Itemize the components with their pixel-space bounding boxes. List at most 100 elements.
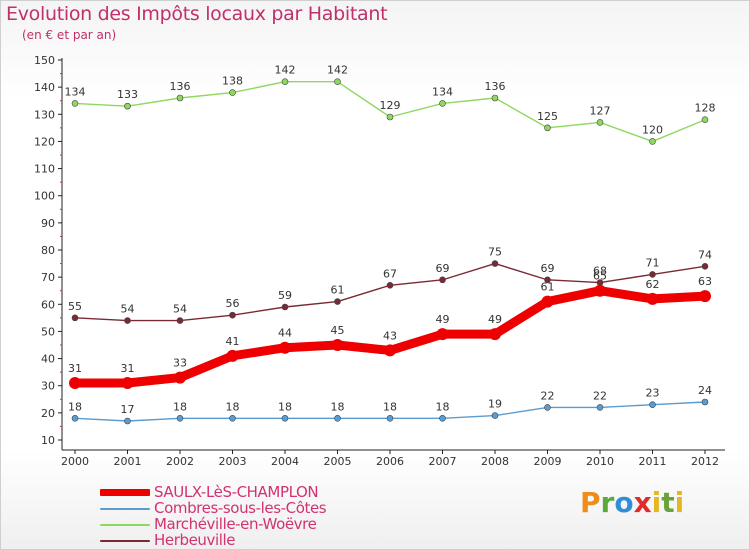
x-tick-label: 2004	[271, 455, 299, 468]
data-point	[124, 417, 131, 425]
x-tick-label: 2002	[166, 455, 194, 468]
data-point	[281, 78, 289, 86]
y-tick-label: 120	[34, 135, 55, 148]
data-label: 127	[590, 104, 611, 117]
data-point	[71, 414, 79, 422]
data-label: 62	[646, 278, 660, 291]
data-label: 138	[222, 75, 243, 88]
data-point	[334, 414, 341, 422]
data-point	[331, 339, 344, 351]
data-label: 68	[593, 265, 607, 278]
data-label: 136	[170, 80, 191, 93]
data-label: 18	[278, 400, 292, 413]
data-label: 18	[436, 400, 450, 413]
x-tick-label: 2001	[114, 455, 142, 468]
data-point	[229, 89, 236, 96]
legend-swatch-marcheville	[100, 524, 150, 526]
data-point	[121, 377, 134, 389]
data-label: 142	[327, 64, 348, 77]
data-label: 125	[537, 110, 558, 123]
data-label: 17	[121, 403, 135, 416]
x-tick-label: 2009	[534, 455, 562, 468]
data-label: 74	[698, 248, 712, 261]
data-point	[279, 341, 291, 354]
data-point	[69, 377, 81, 389]
data-label: 136	[485, 80, 506, 93]
data-label: 19	[488, 398, 502, 411]
y-tick-label: 80	[41, 244, 55, 257]
data-point	[594, 284, 606, 297]
x-tick-label: 2006	[376, 455, 404, 468]
data-label: 49	[436, 313, 450, 326]
data-point	[439, 276, 446, 284]
data-point	[71, 314, 79, 322]
data-point	[176, 414, 184, 422]
data-label: 43	[383, 329, 397, 342]
y-tick-label: 60	[41, 298, 55, 311]
data-point	[701, 398, 709, 406]
data-label: 24	[698, 384, 712, 397]
data-point	[491, 94, 499, 102]
y-tick-label: 30	[41, 380, 55, 393]
data-label: 54	[121, 303, 135, 316]
data-point	[71, 100, 79, 107]
x-tick-label: 2008	[481, 455, 509, 468]
data-label: 18	[173, 400, 187, 413]
data-point	[544, 276, 551, 284]
data-point	[281, 414, 289, 422]
y-tick-label: 20	[41, 407, 55, 420]
data-point	[384, 344, 396, 357]
data-label: 45	[331, 324, 345, 337]
data-label: 120	[642, 123, 663, 136]
chart-subtitle: (en € et par an)	[22, 28, 117, 42]
data-point	[386, 281, 394, 289]
legend-swatch-combres	[100, 508, 150, 510]
y-tick-label: 140	[34, 81, 55, 94]
data-label: 63	[698, 275, 712, 288]
data-point	[334, 298, 341, 305]
proxiti-logo: Proxiti	[580, 486, 685, 519]
data-label: 134	[432, 85, 453, 98]
chart-title: Evolution des Impôts locaux par Habitant	[6, 3, 388, 25]
y-tick-label: 90	[41, 217, 55, 230]
data-label: 69	[541, 262, 555, 275]
data-label: 142	[275, 64, 296, 77]
x-tick-label: 2010	[586, 455, 614, 468]
x-tick-label: 2011	[639, 455, 667, 468]
data-point	[124, 317, 131, 324]
data-label: 41	[226, 335, 240, 348]
data-point	[176, 94, 184, 102]
y-tick-label: 130	[34, 108, 55, 121]
data-point	[699, 290, 711, 303]
data-point	[701, 116, 709, 124]
data-label: 18	[331, 400, 345, 413]
data-point	[226, 349, 239, 362]
data-label: 54	[173, 303, 187, 316]
data-point	[649, 138, 656, 145]
x-tick-label: 2007	[429, 455, 457, 468]
data-label: 65	[593, 270, 607, 283]
data-label: 55	[68, 300, 82, 313]
data-point	[176, 317, 184, 324]
data-label: 133	[117, 88, 138, 101]
data-point	[541, 295, 554, 308]
data-point	[649, 401, 656, 409]
data-label: 61	[541, 281, 555, 294]
y-tick-label: 10	[41, 434, 55, 447]
x-tick-label: 2000	[61, 455, 89, 468]
legend-label-combres: Combres-sous-les-Côtes	[154, 499, 327, 517]
y-tick-label: 40	[41, 353, 55, 366]
data-label: 129	[380, 99, 401, 112]
data-point	[544, 124, 551, 132]
data-point	[646, 292, 659, 305]
legend-label-herbeuville: Herbeuville	[154, 531, 236, 549]
data-point	[436, 328, 449, 341]
data-point	[439, 414, 446, 422]
data-point	[229, 311, 236, 319]
x-tick-label: 2005	[324, 455, 352, 468]
data-point	[281, 303, 289, 311]
legend-swatch-saulx	[100, 489, 150, 496]
y-tick-label: 150	[34, 54, 55, 67]
data-point	[491, 412, 499, 419]
